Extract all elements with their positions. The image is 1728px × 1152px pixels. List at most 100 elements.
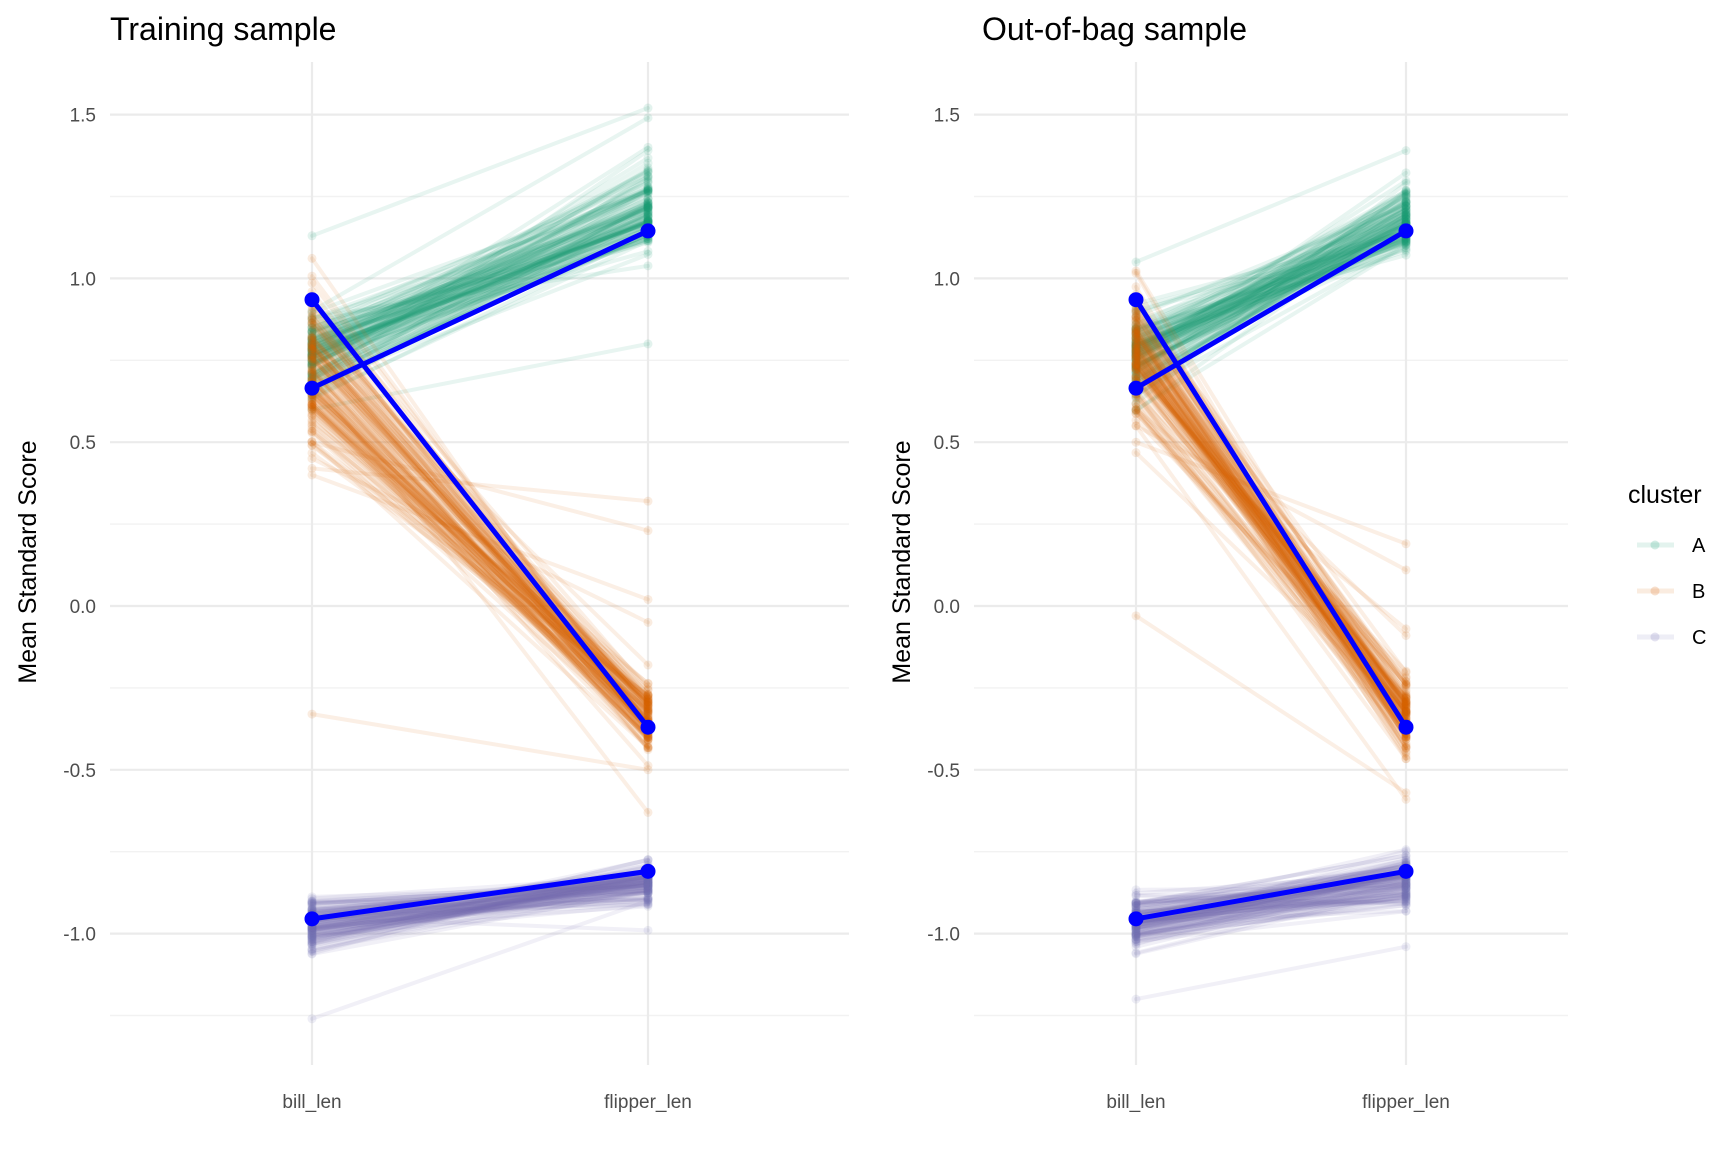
replicate-line (310, 205, 650, 367)
replicate-point (307, 339, 317, 349)
replicate-point (307, 345, 317, 355)
replicate-line (1134, 895, 1408, 927)
replicate-point (643, 205, 653, 215)
replicate-point (307, 315, 317, 325)
replicate-point (1401, 703, 1411, 713)
replicate-point (643, 707, 653, 717)
replicate-point (307, 331, 317, 341)
mean-point (1398, 863, 1414, 879)
replicate-point (307, 399, 317, 409)
replicate-point (307, 318, 317, 328)
replicate-point (1401, 201, 1411, 211)
replicate-line (310, 367, 650, 743)
replicate-line (1134, 886, 1408, 937)
replicate-point (1131, 361, 1141, 371)
replicate-point (1401, 898, 1411, 908)
replicate-line (310, 875, 650, 927)
replicate-point (307, 320, 317, 330)
replicate-line (1134, 377, 1408, 701)
mean-series-A (1128, 223, 1414, 396)
replicate-point (643, 201, 653, 211)
mean-lines (1128, 223, 1414, 927)
replicate-point (1401, 706, 1411, 716)
replicate-point (643, 698, 653, 708)
replicate-line (310, 115, 650, 314)
replicate-line (1134, 909, 1408, 944)
replicate-point (643, 697, 653, 707)
replicate-line (310, 220, 650, 351)
replicate-point (307, 402, 317, 412)
replicate-point (1401, 237, 1411, 247)
replicate-point (1401, 877, 1411, 887)
replicate-point (1401, 189, 1411, 199)
replicate-point (1401, 886, 1411, 896)
replicate-point (643, 886, 653, 896)
replicate-point (307, 340, 317, 350)
replicate-line (310, 900, 650, 921)
replicate-point (1131, 934, 1141, 944)
replicate-line (310, 456, 650, 625)
replicate-line (310, 880, 650, 923)
replicate-line (310, 341, 650, 412)
replicate-line (310, 881, 650, 942)
replicate-line (1134, 874, 1408, 926)
replicate-line (310, 895, 650, 912)
replicate-line (1134, 894, 1408, 930)
replicate-point (643, 202, 653, 212)
replicate-point (1401, 698, 1411, 708)
replicate-point (1401, 706, 1411, 716)
replicate-point (643, 899, 653, 909)
replicate-line (310, 358, 650, 751)
replicate-point (307, 253, 317, 263)
replicate-point (643, 699, 653, 709)
replicate-point (1131, 357, 1141, 367)
replicate-point (307, 369, 317, 379)
replicate-point (1131, 332, 1141, 342)
replicate-line (1134, 872, 1408, 941)
mean-series-B (304, 292, 656, 735)
replicate-line (1134, 228, 1408, 323)
replicate-point (1401, 706, 1411, 716)
replicate-point (643, 701, 653, 711)
replicate-point (1131, 372, 1141, 382)
mean-point (304, 292, 320, 308)
replicate-line (1134, 199, 1408, 351)
replicate-point (1401, 878, 1411, 888)
replicate-point (643, 197, 653, 207)
replicate-line (310, 335, 650, 703)
replicate-point (643, 208, 653, 218)
replicate-point (1131, 898, 1141, 908)
replicate-point (307, 313, 317, 323)
replicate-line (310, 405, 650, 724)
x-tick-labels: bill_len flipper_len (1106, 1092, 1449, 1113)
replicate-point (1401, 207, 1411, 217)
replicate-line (310, 874, 650, 928)
replicate-point (1401, 205, 1411, 215)
replicate-point (1131, 334, 1141, 344)
replicate-point (1131, 362, 1141, 372)
replicate-point (643, 172, 653, 182)
replicate-point (643, 883, 653, 893)
replicate-point (643, 701, 653, 711)
replicate-point (643, 146, 653, 156)
replicate-point (1401, 906, 1411, 916)
replicate-point (307, 365, 317, 375)
y-tick-label: 1.0 (934, 269, 960, 290)
replicate-line (310, 915, 650, 933)
replicate-point (1401, 732, 1411, 742)
replicate-point (1131, 404, 1141, 414)
replicate-point (307, 353, 317, 363)
replicate-line (310, 390, 650, 686)
replicate-point (1131, 337, 1141, 347)
replicate-point (1401, 696, 1411, 706)
replicate-point (1401, 703, 1411, 713)
replicate-point (1131, 340, 1141, 350)
replicate-point (307, 314, 317, 324)
replicate-line (310, 366, 650, 733)
replicate-line (1134, 207, 1408, 362)
replicate-point (643, 896, 653, 906)
replicate-point (307, 359, 317, 369)
replicate-point (1401, 743, 1411, 753)
replicate-line (310, 336, 650, 667)
replicate-point (643, 202, 653, 212)
